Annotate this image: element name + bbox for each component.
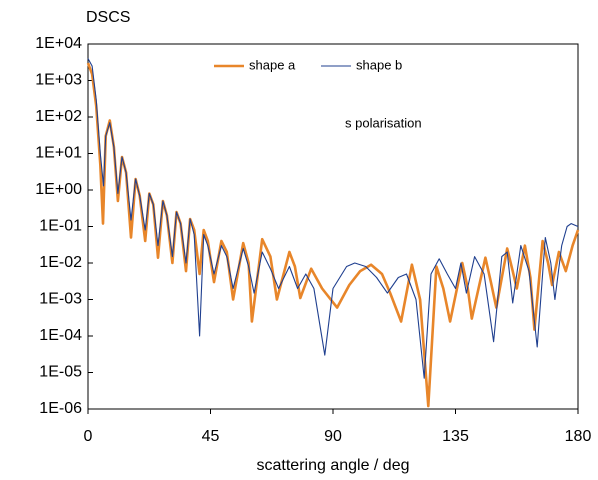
y-tick-label: 1E+04 [35, 35, 82, 52]
x-tick-label: 90 [324, 428, 342, 445]
series-line [86, 62, 580, 408]
series-line [87, 58, 579, 379]
y-tick-label: 1E-05 [39, 364, 82, 381]
x-axis-label: scattering angle / deg [257, 457, 410, 474]
x-tick-label: 135 [442, 428, 469, 445]
legend-label: shape a [249, 57, 296, 72]
y-tick-label: 1E-04 [39, 327, 82, 344]
annotation: s polarisation [345, 115, 422, 130]
y-tick-label: 1E+01 [35, 145, 82, 162]
x-tick-label: 180 [565, 428, 592, 445]
y-tick-label: 1E-03 [39, 291, 82, 308]
legend-label: shape b [356, 57, 402, 72]
y-tick-label: 1E-01 [39, 218, 82, 235]
y-tick-label: 1E+02 [35, 108, 82, 125]
y-tick-label: 1E+03 [35, 72, 82, 89]
y-tick-label: 1E+00 [35, 181, 82, 198]
chart-title: DSCS [86, 9, 130, 26]
x-tick-label: 0 [84, 428, 93, 445]
y-tick-label: 1E-06 [39, 400, 82, 417]
x-tick-label: 45 [202, 428, 220, 445]
y-tick-label: 1E-02 [39, 254, 82, 271]
